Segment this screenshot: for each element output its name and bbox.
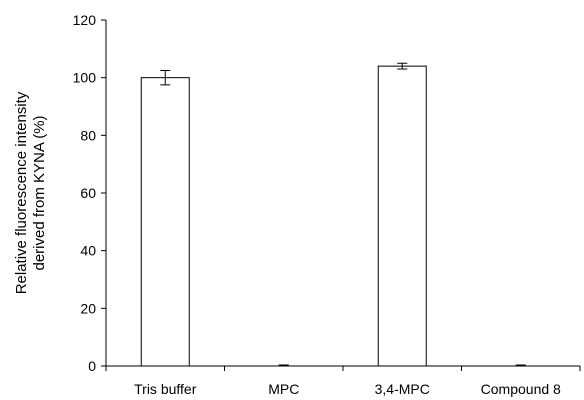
- bar: [377, 65, 427, 367]
- x-tick-label: Compound 8: [481, 381, 561, 397]
- y-axis-ticks: 0 20 40 60 80 100 120: [73, 12, 106, 374]
- x-axis-ticks: Tris buffer MPC 3,4-MPC Compound 8: [105, 366, 581, 397]
- y-tick-label: 120: [73, 12, 97, 28]
- x-tick-label: MPC: [268, 381, 299, 397]
- y-tick-label: 80: [80, 127, 96, 143]
- y-tick-label: 20: [80, 300, 96, 316]
- x-tick-label: Tris buffer: [134, 381, 197, 397]
- bar: [140, 77, 190, 367]
- bars: [140, 65, 427, 367]
- x-tick-label: 3,4-MPC: [375, 381, 430, 397]
- y-axis-title-line: derived from KYNA (%): [31, 115, 48, 270]
- y-tick-label: 40: [80, 243, 96, 259]
- y-tick-label: 60: [80, 185, 96, 201]
- y-axis-title-line: Relative fluorescence intensity: [13, 91, 30, 294]
- y-tick-label: 100: [73, 70, 97, 86]
- y-tick-label: 0: [88, 358, 96, 374]
- y-axis-title: Relative fluorescence intensity derived f…: [13, 91, 48, 294]
- error-bars: [160, 62, 526, 366]
